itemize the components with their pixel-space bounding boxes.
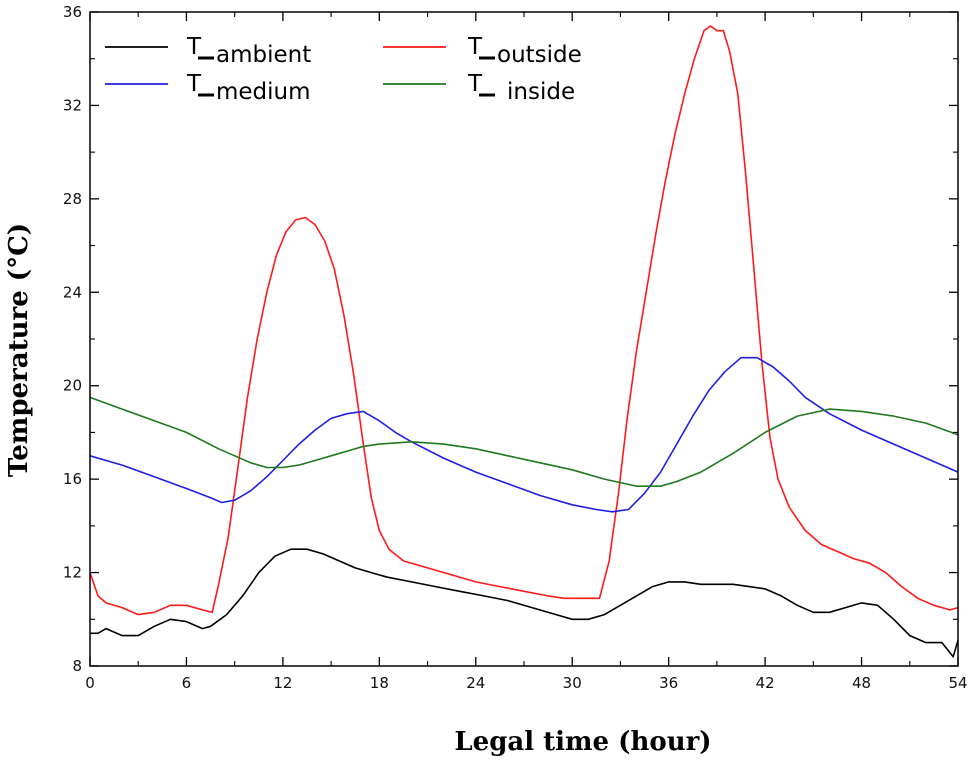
- series-line-outside: [89, 25, 959, 616]
- legend: T ambient T outside T medium T inside: [105, 34, 582, 105]
- y-tick-label: 20: [63, 377, 82, 395]
- x-tick-label: 24: [466, 674, 485, 692]
- x-tick-label: 12: [273, 674, 292, 692]
- plot-frame: [89, 11, 959, 667]
- legend-prefix-ambient: T: [186, 34, 202, 60]
- series-line-ambient: [90, 548, 959, 658]
- plot-border: [89, 11, 959, 667]
- axis-ticks: 0 6 12 18 24 30 36 42 48 54 8 12 16 20 24 28 32 36: [63, 3, 968, 692]
- x-tick-label: 0: [85, 674, 95, 692]
- y-tick-label: 32: [63, 96, 82, 114]
- legend-label-outside: outside: [497, 42, 582, 68]
- y-tick-label: 16: [63, 470, 82, 488]
- y-axis-title: Temperature (°C): [4, 223, 34, 477]
- x-tick-label: 30: [563, 674, 582, 692]
- series-layer: [89, 25, 959, 658]
- y-tick-label: 28: [63, 190, 82, 208]
- x-tick-label: 48: [852, 674, 871, 692]
- y-tick-label: 8: [72, 657, 82, 675]
- series-line-inside: [89, 396, 959, 487]
- y-tick-label: 24: [63, 283, 82, 301]
- legend-prefix-outside: T: [467, 34, 483, 60]
- series-line-medium: [89, 356, 959, 513]
- legend-label-inside: inside: [507, 79, 575, 105]
- legend-prefix-medium: T: [186, 71, 202, 97]
- x-tick-label: 18: [370, 674, 389, 692]
- x-tick-label: 54: [948, 674, 967, 692]
- y-tick-label: 36: [63, 3, 82, 21]
- x-tick-label: 42: [756, 674, 775, 692]
- x-tick-label: 6: [182, 674, 192, 692]
- legend-label-ambient: ambient: [216, 42, 311, 68]
- y-tick-label: 12: [63, 564, 82, 582]
- legend-prefix-inside: T: [467, 71, 483, 97]
- legend-label-medium: medium: [216, 79, 311, 105]
- x-tick-label: 36: [659, 674, 678, 692]
- x-axis-title: Legal time (hour): [454, 727, 711, 757]
